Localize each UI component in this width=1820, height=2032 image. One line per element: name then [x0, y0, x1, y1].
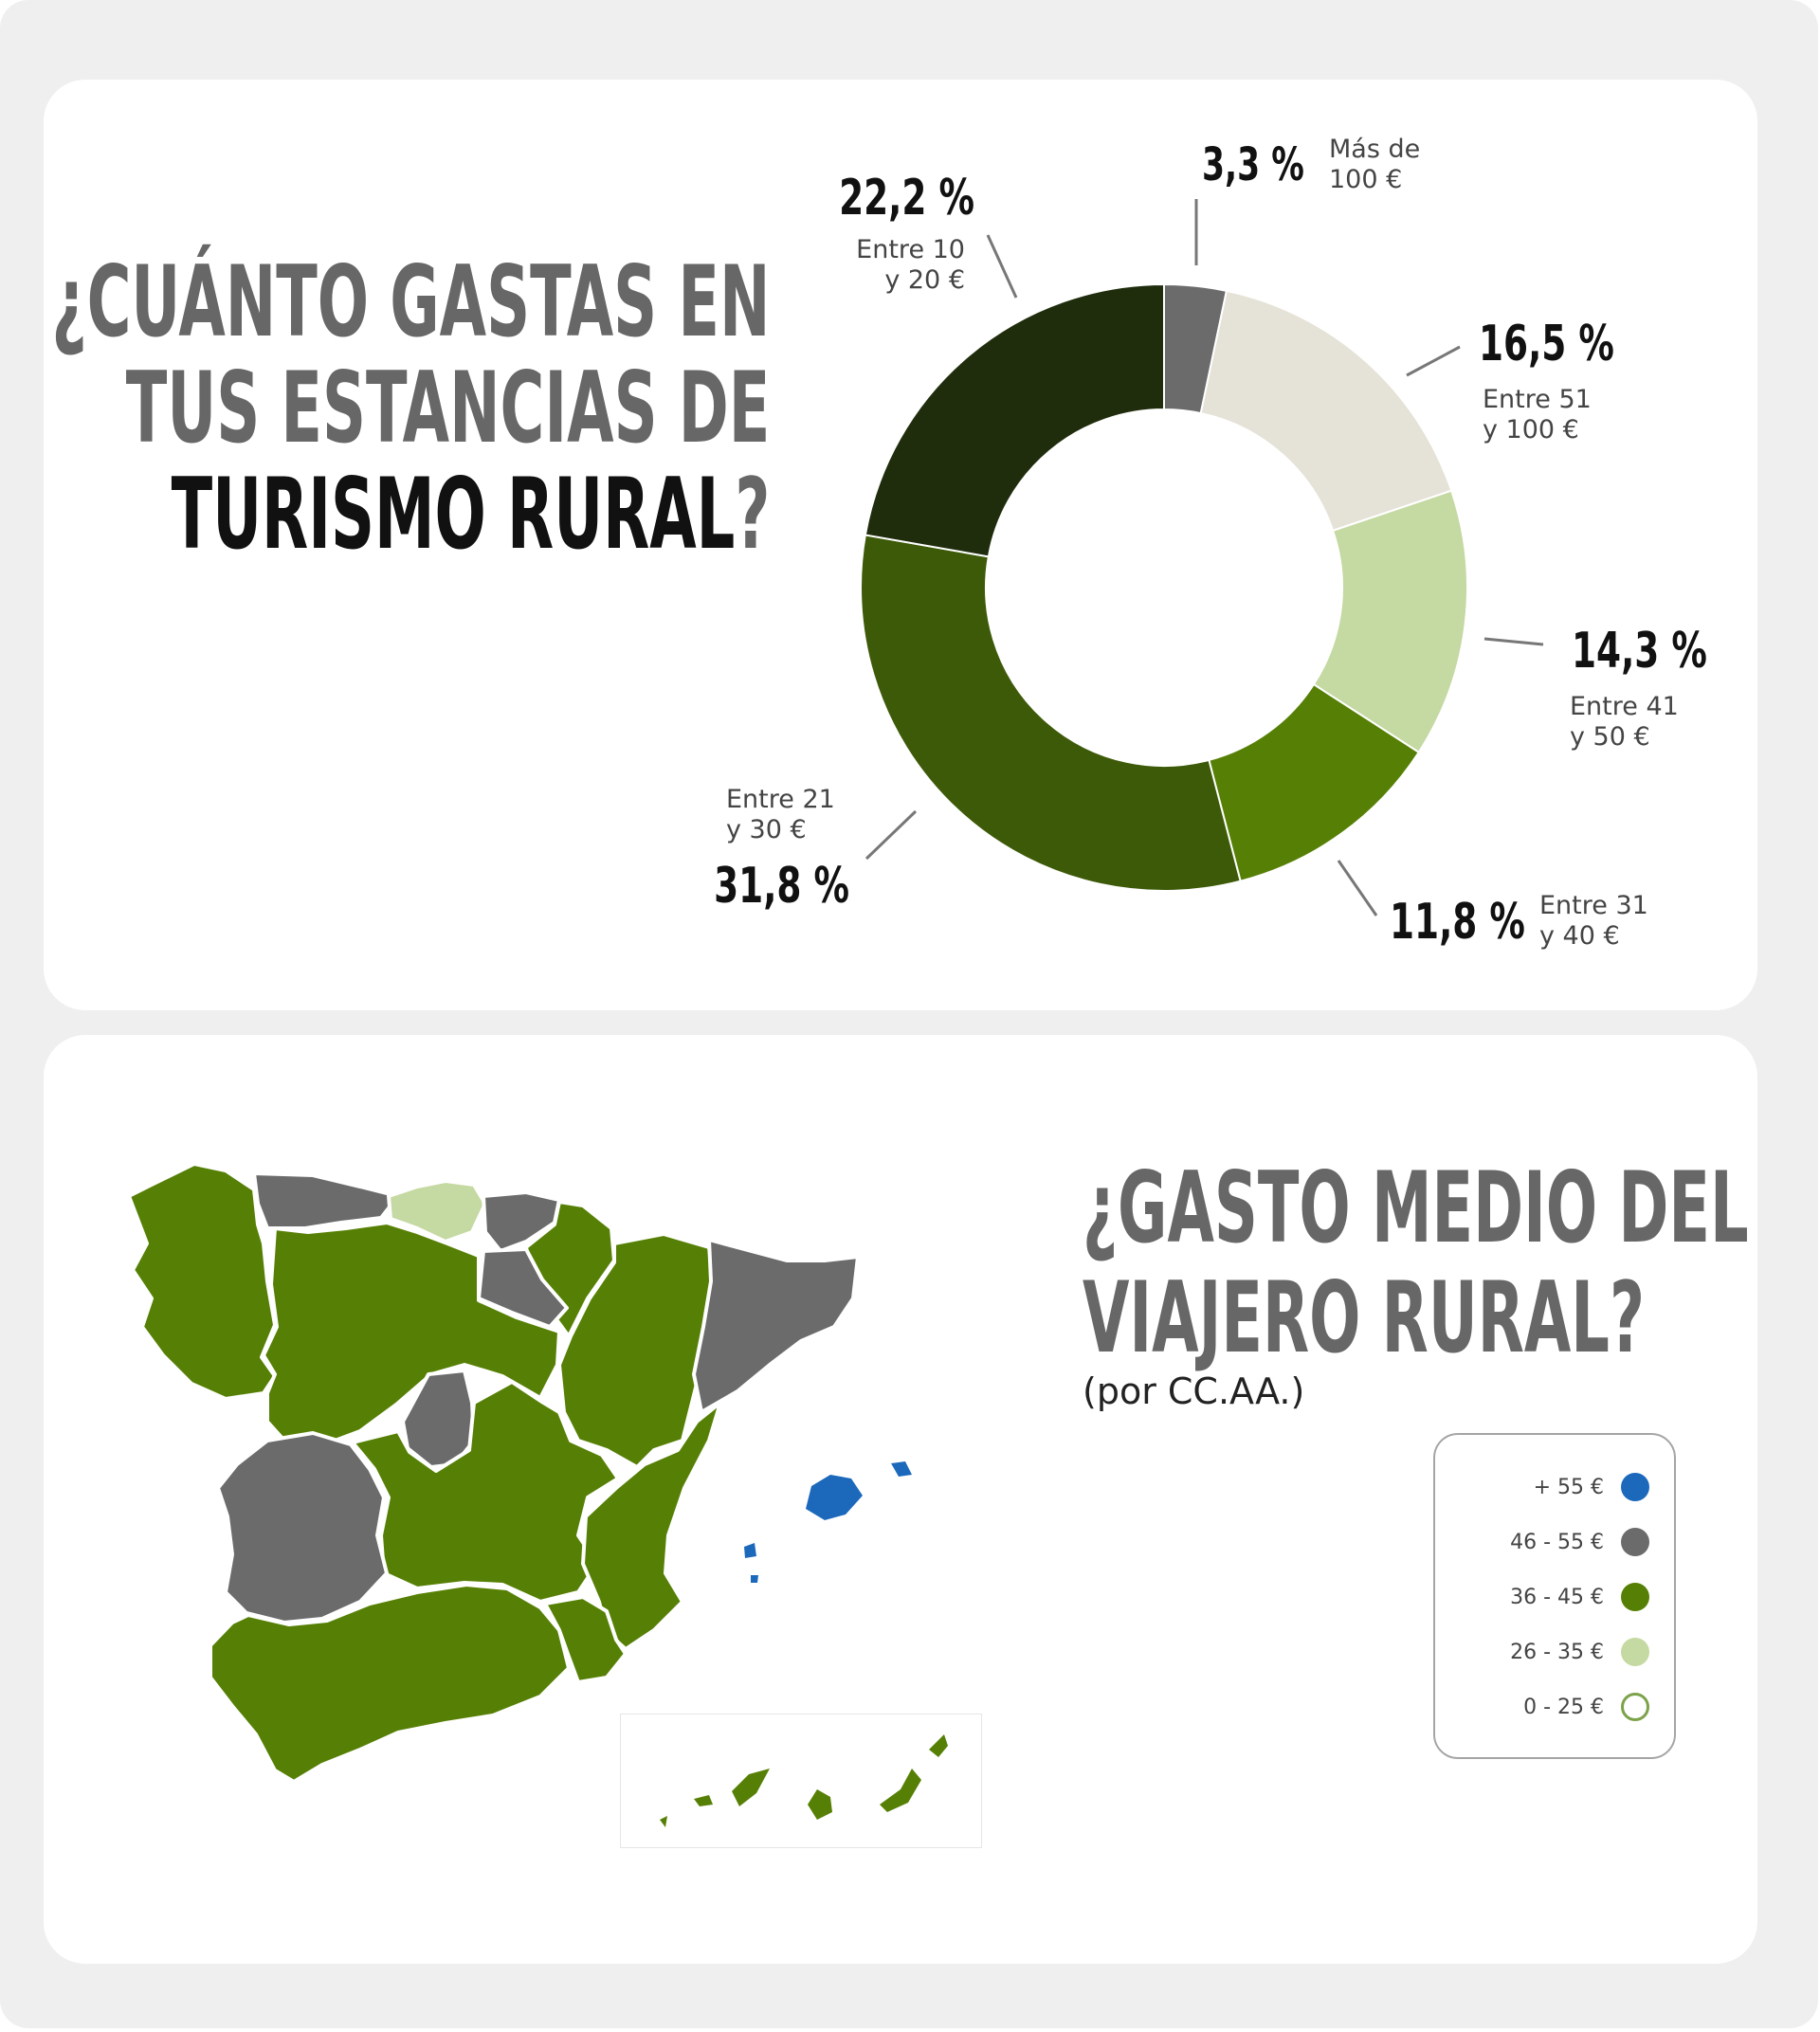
legend-label: 46 - 55 € — [1510, 1530, 1604, 1554]
donut-slice — [864, 282, 1165, 558]
region-cantabria — [387, 1179, 487, 1243]
region-pais-vasco — [482, 1190, 561, 1253]
legend-swatch — [1621, 1583, 1649, 1611]
region-extremadura — [216, 1431, 389, 1624]
slice-range-label: y 20 € — [884, 265, 965, 295]
region-subtitle: (por CC.AA.) — [1083, 1370, 1305, 1412]
leader-line — [1406, 345, 1461, 377]
legend-swatch — [1621, 1528, 1649, 1556]
spending-question: ¿Cuánto gastas en tus estancias de turis… — [51, 254, 770, 572]
slice-percent-label: 3,3 % — [1202, 137, 1304, 190]
slice-percent-label: 16,5 % — [1479, 315, 1614, 372]
average-spend-question: ¿Gasto medio del viajero rural? — [1083, 1160, 1749, 1380]
leader-line — [986, 234, 1018, 299]
question-line-2: tus estancias de — [125, 352, 770, 465]
legend-label: 36 - 45 € — [1510, 1585, 1604, 1609]
leader-line — [1337, 860, 1378, 916]
slice-range-label: y 100 € — [1483, 415, 1579, 444]
slice-range-label: Entre 21 — [726, 785, 835, 814]
question-line-2: viajero rural? — [1083, 1261, 1646, 1375]
region-valencia — [581, 1401, 722, 1651]
leader-line — [864, 809, 918, 861]
slice-range-label: Más de — [1329, 135, 1420, 164]
slice-range-label: y 50 € — [1570, 722, 1650, 752]
slice-range-label: y 40 € — [1539, 921, 1620, 951]
slice-range-label: Entre 41 — [1570, 692, 1679, 721]
region-castilla-y-leon — [262, 1221, 561, 1447]
question-line-1: ¿Cuánto gastas en — [51, 245, 770, 359]
legend-item: 0 - 25 € — [1523, 1691, 1649, 1723]
legend-label: 0 - 25 € — [1523, 1695, 1604, 1719]
slice-range-label: y 30 € — [726, 815, 807, 844]
region-asturias — [252, 1171, 400, 1230]
region-andalucia — [209, 1583, 571, 1784]
leader-line — [1483, 637, 1544, 646]
question-line-3-bold: turismo rural — [171, 458, 735, 572]
legend-item: + 55 € — [1534, 1471, 1649, 1503]
slice-range-label: Entre 51 — [1483, 385, 1592, 414]
region-murcia — [543, 1595, 628, 1684]
slice-percent-label: 31,8 % — [714, 857, 849, 915]
legend-swatch — [1621, 1473, 1649, 1501]
region-galicia — [127, 1162, 277, 1401]
question-mark: ? — [734, 458, 770, 572]
slice-range-label: 100 € — [1329, 165, 1402, 194]
legend-item: 36 - 45 € — [1510, 1581, 1649, 1613]
legend-item: 46 - 55 € — [1510, 1526, 1649, 1558]
canary-islands-inset — [620, 1714, 982, 1848]
legend-swatch — [1621, 1638, 1649, 1666]
donut-slice — [1199, 289, 1453, 533]
legend-label: 26 - 35 € — [1510, 1640, 1604, 1664]
region-baleares — [744, 1461, 912, 1583]
legend-label: + 55 € — [1533, 1475, 1604, 1499]
map-legend: + 55 € 46 - 55 € 36 - 45 € 26 - 35 € 0 - 25 … — [1433, 1433, 1676, 1759]
slice-range-label: Entre 10 — [856, 235, 965, 264]
slice-range-label: Entre 31 — [1539, 891, 1648, 920]
slice-percent-label: 14,3 % — [1572, 622, 1707, 680]
region-cataluna — [692, 1238, 860, 1414]
question-line-1: ¿Gasto medio del — [1083, 1152, 1749, 1265]
donut-slice — [1312, 489, 1468, 754]
legend-swatch — [1621, 1693, 1649, 1721]
slice-percent-label: 22,2 % — [839, 169, 974, 227]
legend-item: 26 - 35 € — [1510, 1636, 1649, 1668]
donut-slice — [860, 534, 1242, 892]
slice-percent-label: 11,8 % — [1390, 893, 1525, 951]
